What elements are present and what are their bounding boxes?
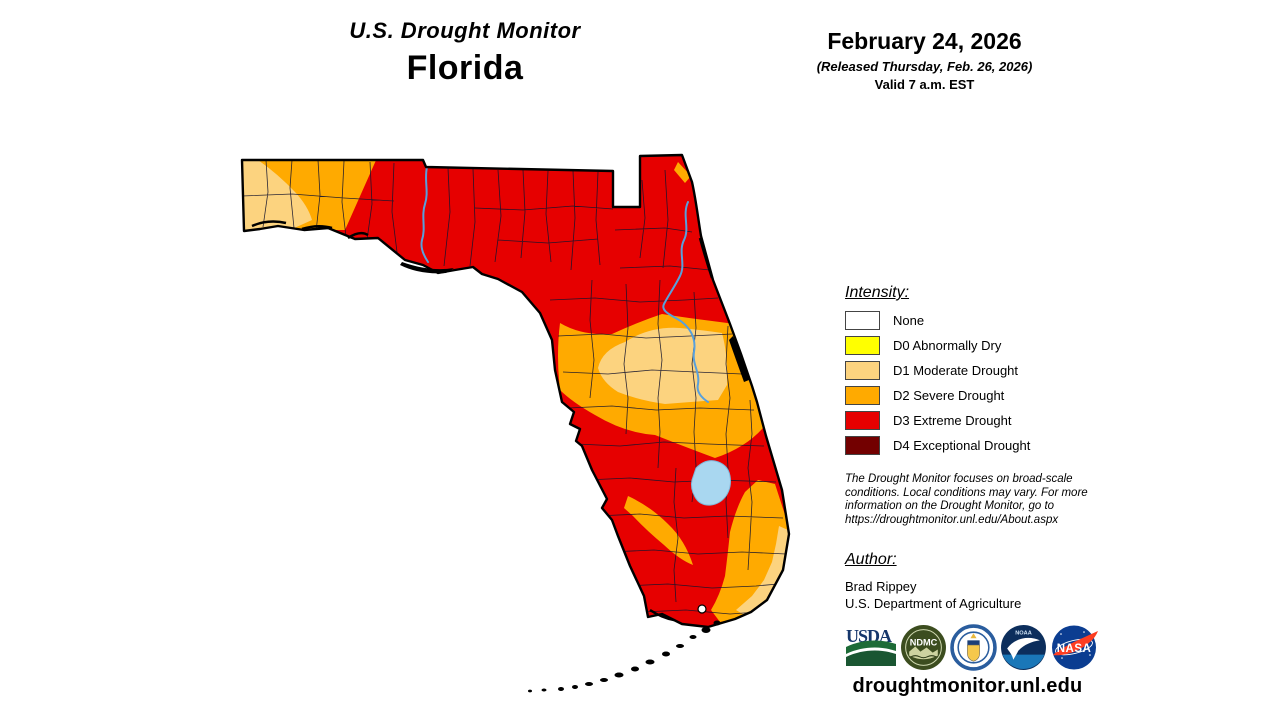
legend-label: D3 Extreme Drought [893, 413, 1012, 428]
nasa-logo: NASA [1052, 625, 1098, 670]
zone-d1-west-tip [242, 156, 312, 232]
legend-swatch-d3 [845, 411, 880, 430]
county-borders [242, 159, 787, 615]
legend-label: D0 Abnormally Dry [893, 338, 1002, 353]
legend-label: None [893, 313, 925, 328]
legend-swatch-none [845, 311, 880, 330]
title-block: U.S. Drought Monitor Florida [230, 18, 700, 88]
zone-d2-southwest-arc [624, 496, 693, 565]
florida-drought-map [240, 153, 791, 693]
florida-keys [528, 620, 721, 693]
legend-label: D2 Severe Drought [893, 388, 1005, 403]
legend-item-d4: D4 Exceptional Drought [845, 436, 1030, 455]
svg-text:NASA: NASA [1057, 643, 1092, 655]
author-org: U.S. Department of Agriculture [845, 596, 1022, 611]
legend-item-none: None [845, 311, 1030, 330]
site-url: droughtmonitor.unl.edu [852, 675, 1083, 697]
agency-logos: USDA NDMC NOAA [845, 624, 1100, 671]
author-block: Author: Brad Rippey U.S. Department of A… [845, 551, 1021, 612]
noaa-logo: NOAA [1001, 625, 1046, 670]
coastal-details [251, 220, 749, 622]
ndmc-logo: NDMC [901, 625, 946, 670]
legend-item-d0: D0 Abnormally Dry [845, 336, 1030, 355]
legend-swatch-d4 [845, 436, 880, 455]
legend-item-d1: D1 Moderate Drought [845, 361, 1030, 380]
legend-swatch-d2 [845, 386, 880, 405]
lake-okeechobee-shape [690, 460, 731, 506]
author-name: Brad Rippey [845, 579, 917, 594]
zone-d1-se-coast [736, 526, 789, 616]
legend-swatch-d0 [845, 336, 880, 355]
commerce-seal-logo [950, 624, 997, 671]
legend-item-d2: D2 Severe Drought [845, 386, 1030, 405]
legend-label: D4 Exceptional Drought [893, 438, 1031, 453]
release-date: (Released Thursday, Feb. 26, 2026) [816, 59, 1033, 74]
st-johns-river-line [662, 201, 709, 403]
florida-outline [240, 153, 791, 629]
legend-label: D1 Moderate Drought [893, 363, 1019, 378]
svg-text:NDMC: NDMC [910, 637, 938, 647]
legend-swatch-d1 [845, 361, 880, 380]
legend: Intensity: None D0 Abnormally Dry D1 Mod… [845, 284, 1030, 461]
author-heading: Author: [845, 551, 897, 568]
apalachicola-river-line [420, 166, 429, 263]
usda-logo: USDA [846, 626, 896, 666]
date-block: February 24, 2026 (Released Thursday, Fe… [782, 28, 1067, 92]
zone-d2-ne-corner [674, 162, 691, 183]
legend-heading: Intensity: [845, 284, 910, 301]
region-title: Florida [406, 49, 524, 87]
everglades-pond [697, 604, 707, 614]
valid-time: Valid 7 a.m. EST [874, 77, 975, 92]
legend-item-d3: D3 Extreme Drought [845, 411, 1030, 430]
map-date: February 24, 2026 [827, 28, 1022, 54]
page-title: U.S. Drought Monitor [349, 18, 581, 43]
svg-text:NOAA: NOAA [1015, 631, 1032, 637]
disclaimer-text: The Drought Monitor focuses on broad-sca… [845, 473, 1088, 526]
